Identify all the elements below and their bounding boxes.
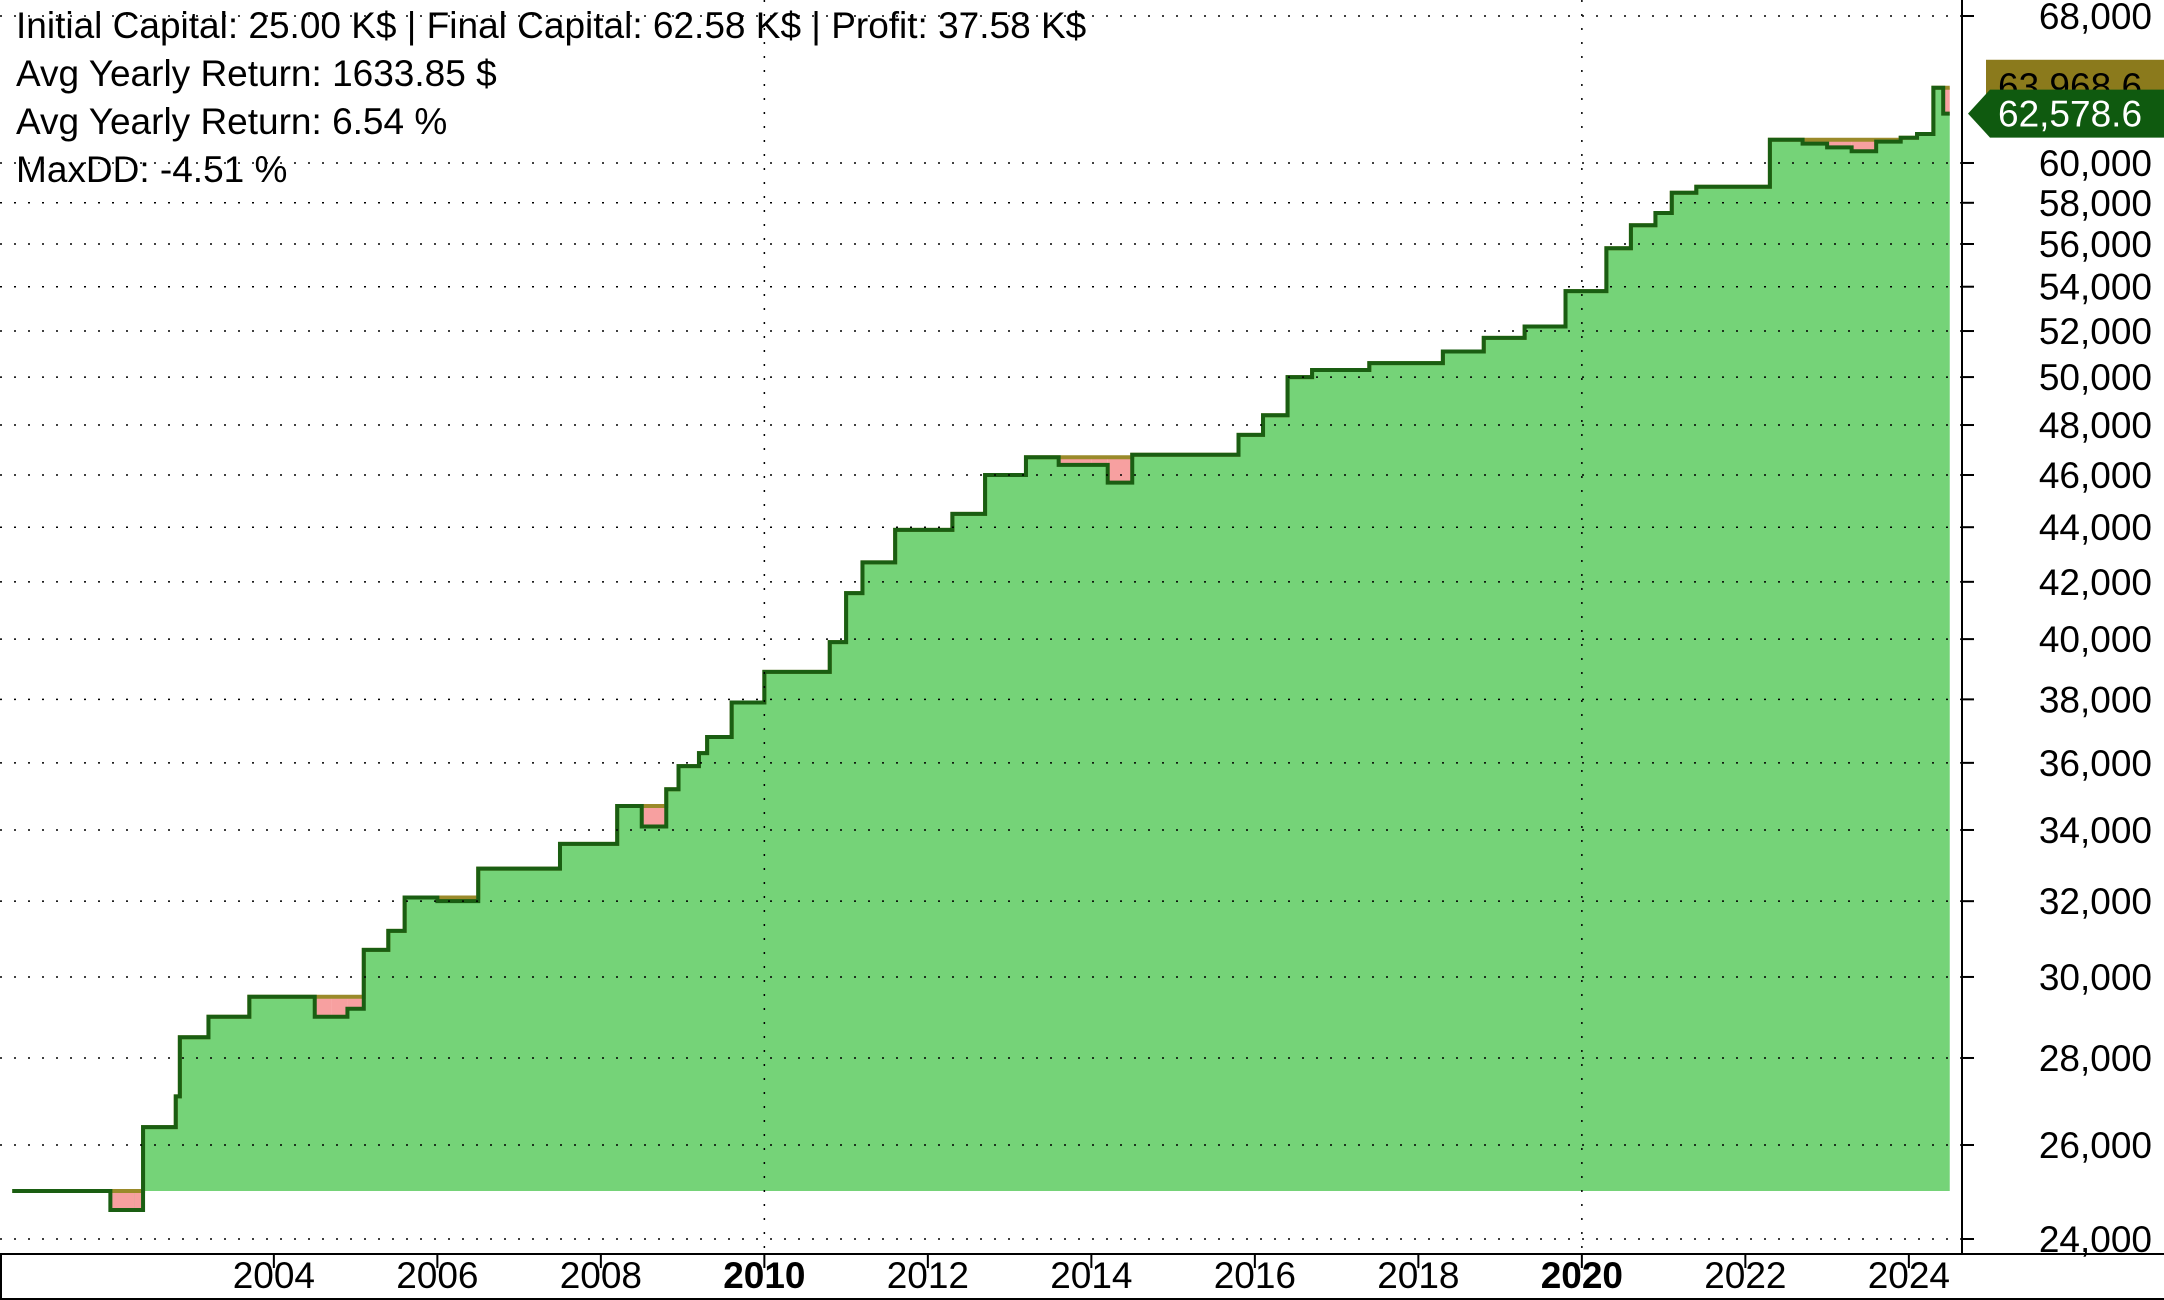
grid-lines	[0, 0, 1962, 1254]
stats-avg-return-dollar: Avg Yearly Return: 1633.85 $	[16, 53, 497, 94]
y-tick-label: 68,000	[2039, 0, 2152, 37]
stats-capital-line: Initial Capital: 25.00 K$ | Final Capita…	[16, 5, 1086, 46]
equity-step-line	[12, 85, 1950, 1212]
last-value-badge-label: 62,578.6	[1998, 94, 2142, 135]
y-tick-label: 44,000	[2039, 507, 2152, 548]
x-tick-label: 2022	[1704, 1255, 1786, 1296]
y-axis-tick-labels: 24,000 26,000 28,000 30,000 32,000 34,000 36,0…	[1962, 0, 2152, 1260]
stats-panel: Initial Capital: 25.00 K$ | Final Capita…	[16, 5, 1086, 190]
y-tick-label: 32,000	[2039, 881, 2152, 922]
y-tick-label: 30,000	[2039, 957, 2152, 998]
x-tick-label: 2020	[1541, 1255, 1623, 1296]
y-tick-label: 26,000	[2039, 1125, 2152, 1166]
x-tick-label: 2006	[396, 1255, 478, 1296]
y-tick-label: 42,000	[2039, 562, 2152, 603]
y-tick-label: 34,000	[2039, 810, 2152, 851]
y-tick-label: 24,000	[2039, 1219, 2152, 1260]
y-tick-label: 48,000	[2039, 405, 2152, 446]
drawdown-segment	[641, 806, 667, 827]
x-tick-label: 2012	[887, 1255, 969, 1296]
drawdown-segment	[347, 996, 364, 1009]
x-tick-label: 2016	[1214, 1255, 1296, 1296]
drawdown-segment	[1058, 457, 1092, 465]
drawdown-segment	[1851, 139, 1877, 152]
drawdown-segment	[1091, 457, 1108, 465]
x-tick-label: 2018	[1377, 1255, 1459, 1296]
y-tick-label: 54,000	[2039, 267, 2152, 308]
y-tick-label: 60,000	[2039, 143, 2152, 184]
drawdown-segment	[110, 1191, 135, 1211]
y-tick-label: 28,000	[2039, 1038, 2152, 1079]
x-tick-label: 2010	[723, 1255, 805, 1296]
equity-line	[12, 85, 1950, 1212]
x-tick-label: 2014	[1050, 1255, 1132, 1296]
y-tick-label: 36,000	[2039, 743, 2152, 784]
x-tick-label: 2004	[233, 1255, 315, 1296]
drawdown-segment	[1107, 457, 1133, 483]
equity-area-fill	[12, 87, 1950, 1211]
drawdown-segment	[314, 996, 332, 1017]
x-tick-label: 2024	[1868, 1255, 1950, 1296]
x-tick-label: 2008	[560, 1255, 642, 1296]
y-tick-label: 52,000	[2039, 311, 2152, 352]
y-tick-label: 58,000	[2039, 183, 2152, 224]
y-tick-label: 50,000	[2039, 357, 2152, 398]
stats-avg-return-percent: Avg Yearly Return: 6.54 %	[16, 101, 447, 142]
y-tick-label: 38,000	[2039, 679, 2152, 720]
stats-max-drawdown: MaxDD: -4.51 %	[16, 149, 287, 190]
last-value-badge-background	[1968, 89, 2164, 138]
drawdown-segment	[134, 1191, 144, 1211]
y-tick-label: 40,000	[2039, 619, 2152, 660]
x-axis-tick-labels: 2004 2006 2008 2010 2012 2014 2016 2018 2020 2022…	[233, 1254, 1950, 1296]
drawdown-segment	[1827, 139, 1852, 148]
equity-area	[12, 87, 1950, 1211]
drawdown-segment	[1943, 87, 1950, 114]
y-tick-label: 56,000	[2039, 224, 2152, 265]
y-tick-label: 46,000	[2039, 455, 2152, 496]
drawdown-segment	[331, 996, 348, 1017]
last-value-badge: 62,578.6	[1968, 89, 2164, 138]
